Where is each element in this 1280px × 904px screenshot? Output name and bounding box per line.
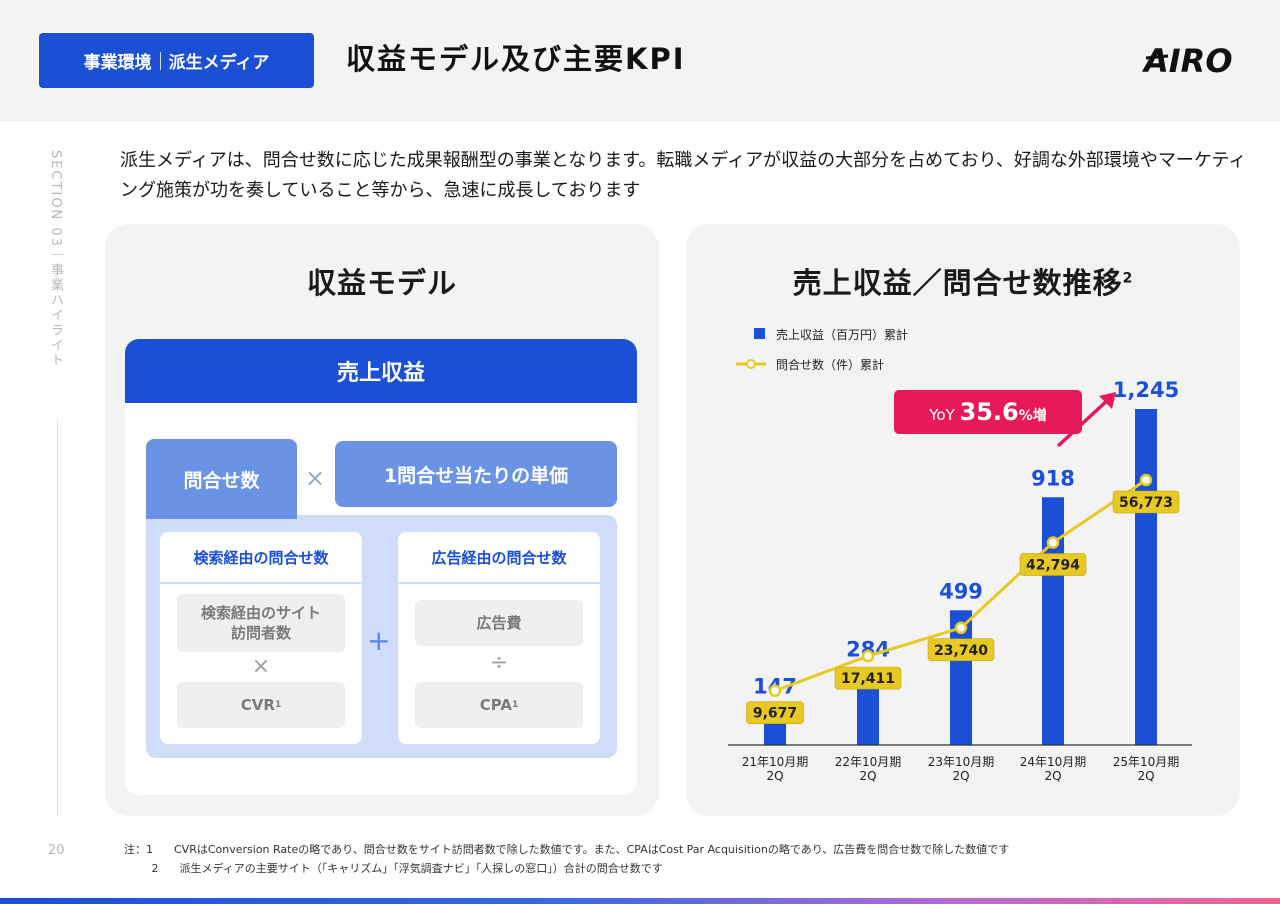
x-tick-label-period: 2Q xyxy=(1137,769,1154,783)
kpi-chart-title-note: 2 xyxy=(1122,270,1134,287)
inquiries-label-box xyxy=(1019,553,1087,576)
revenue-bar xyxy=(1042,497,1064,745)
yoy-arrow-head xyxy=(1099,392,1116,409)
x-tick-label: 25年10月期 xyxy=(1113,755,1180,769)
x-tick-label: 22年10月期 xyxy=(835,755,902,769)
section-tag-divider xyxy=(159,51,161,70)
search-inquiries-card: 検索経由の問合せ数 検索経由のサイト訪問者数 × CVR 1 xyxy=(160,532,362,744)
search-inquiries-header: 検索経由の問合せ数 xyxy=(160,532,362,584)
yoy-suffix: %増 xyxy=(1019,407,1047,424)
divide-sign: ÷ xyxy=(489,650,509,675)
footnote-1: 注：1 CVRはConversion Rateの略であり、問合せ数をサイト訪問者… xyxy=(124,840,1009,859)
x-tick-label: 21年10月期 xyxy=(742,755,809,769)
x-tick-label-period: 2Q xyxy=(766,769,783,783)
revenue-header: 売上収益 xyxy=(125,339,637,403)
section-tag-category: 事業環境 xyxy=(83,53,152,73)
intro-text: 派生メディアは、問合せ数に応じた成果報酬型の事業となります。転職メディアが収益の… xyxy=(120,150,1247,201)
legend-revenue-label: 売上収益（百万円）累計 xyxy=(776,327,908,342)
bottom-gradient-bar xyxy=(0,898,1280,904)
inquiries-marker xyxy=(861,649,875,663)
cvr-label: CVR xyxy=(240,696,275,714)
unit-price-box: 1問合せ当たりの単価 xyxy=(335,441,617,507)
x-tick-label-period: 2Q xyxy=(1044,769,1061,783)
cpa-box: CPA 1 xyxy=(415,682,583,728)
ad-inquiries-card: 広告経由の問合せ数 広告費 ÷ CPA 1 xyxy=(398,532,600,744)
inquiries-label: 56,773 xyxy=(1119,495,1173,511)
footnote-2: 2 派生メディアの主要サイト（「キャリズム」「浮気調査ナビ」「人探しの窓口」）合… xyxy=(124,859,1009,878)
ad-cost-box: 広告費 xyxy=(415,600,583,646)
legend-revenue-swatch xyxy=(754,328,765,339)
revenue-model-title: 収益モデル xyxy=(306,266,457,300)
page-number: 20 xyxy=(48,843,65,858)
inquiries-label-box xyxy=(746,701,804,724)
inquiries-label-box xyxy=(927,638,995,662)
yoy-prefix: YoY xyxy=(928,406,959,424)
cpa-label: CPA xyxy=(479,696,512,714)
footnote-2-label: 2 xyxy=(151,862,159,875)
inquiries-label: 23,740 xyxy=(934,643,988,659)
search-visitors-label: 検索経由のサイト訪問者数 xyxy=(200,604,321,642)
section-tag-topic: 派生メディア xyxy=(168,53,270,73)
footnotes: 注：1 CVRはConversion Rateの略であり、問合せ数をサイト訪問者… xyxy=(124,840,1009,878)
inquiries-label-box xyxy=(834,666,902,690)
inquiries-label: 42,794 xyxy=(1026,558,1080,574)
kpi-chart-title-text: 売上収益／問合せ数推移 xyxy=(792,266,1123,300)
section-side-label: SECTION 03｜事業ハイライト xyxy=(48,150,63,368)
cpa-footnote-mark: 1 xyxy=(511,700,519,710)
inquiries-label: 17,411 xyxy=(841,671,895,687)
revenue-bar-label: 499 xyxy=(939,579,983,603)
footnote-1-text: CVRはConversion Rateの略であり、問合せ数をサイト訪問者数で除し… xyxy=(174,843,1010,856)
airo-logo: AIRO xyxy=(1142,42,1233,80)
legend-inquiries-label: 問合せ数（件）累計 xyxy=(776,357,884,372)
revenue-bar-label: 1,245 xyxy=(1113,378,1179,402)
multiply-sign: × xyxy=(305,464,326,492)
yoy-arrow-shaft xyxy=(1056,396,1112,448)
header-bar: 事業環境 派生メディア 収益モデル及び主要KPI AIRO xyxy=(0,0,1280,122)
inquiries-marker xyxy=(1046,536,1060,549)
x-tick-label: 24年10月期 xyxy=(1020,755,1087,769)
footnote-1-label: 注：1 xyxy=(124,843,153,856)
x-tick-label: 23年10月期 xyxy=(928,755,995,769)
x-tick-label-period: 2Q xyxy=(859,769,876,783)
inquiries-label-box xyxy=(1112,490,1180,514)
plus-sign: + xyxy=(367,624,391,657)
inquiries-marker xyxy=(954,621,968,635)
cvr-footnote-mark: 1 xyxy=(274,700,282,710)
revenue-model-panel: 収益モデル 売上収益 問合せ数 × 1問合せ当たりの単価 検索経由の問合せ数 検… xyxy=(105,224,659,816)
footnote-2-text: 派生メディアの主要サイト（「キャリズム」「浮気調査ナビ」「人探しの窓口」）合計の… xyxy=(179,862,663,875)
search-visitors-box: 検索経由のサイト訪問者数 xyxy=(177,594,345,652)
inquiries-box: 問合せ数 xyxy=(146,439,297,519)
ad-cost-label: 広告費 xyxy=(476,614,522,632)
section-tag: 事業環境 派生メディア xyxy=(39,33,314,88)
x-tick-label-period: 2Q xyxy=(952,769,969,783)
kpi-chart-title: 売上収益／問合せ数推移2 xyxy=(686,260,1240,302)
page-title: 収益モデル及び主要KPI xyxy=(346,42,686,76)
ad-inquiries-header: 広告経由の問合せ数 xyxy=(398,532,600,584)
legend-inquiries-marker xyxy=(746,359,756,369)
airo-logo-text: AIRO xyxy=(1142,42,1233,80)
yoy-value: 35.6 xyxy=(960,398,1019,426)
cvr-box: CVR 1 xyxy=(177,682,345,728)
revenue-bar xyxy=(1135,409,1157,745)
inquiries-marker xyxy=(1139,473,1153,487)
multiply-sign: × xyxy=(251,654,271,679)
yoy-badge xyxy=(894,390,1082,434)
revenue-bar-label: 918 xyxy=(1031,466,1075,490)
side-divider xyxy=(57,420,58,816)
yoy-text: YoY 35.6%増 xyxy=(928,398,1047,426)
inquiries-marker xyxy=(768,684,782,697)
inquiries-label: 9,677 xyxy=(753,706,797,722)
